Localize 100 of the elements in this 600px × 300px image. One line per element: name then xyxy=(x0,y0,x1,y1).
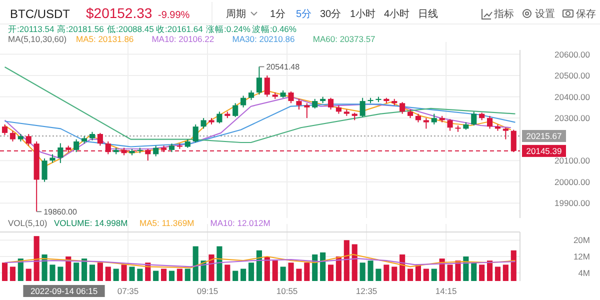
candlestick xyxy=(2,124,8,136)
bar xyxy=(240,268,246,281)
candlestick xyxy=(296,98,302,110)
text: 1小时 xyxy=(350,8,376,20)
text: MA10: 20106.22 xyxy=(152,34,214,44)
text: 低:20088.45 xyxy=(107,24,154,34)
bar xyxy=(129,266,135,281)
x-tick-label: 10:55 xyxy=(276,286,298,296)
text: 涨幅:0.24% xyxy=(206,24,251,34)
candlestick xyxy=(487,115,493,130)
x-tick-label: 12:35 xyxy=(356,286,378,296)
chart-title: BTC/USDT xyxy=(10,7,71,21)
bar xyxy=(447,264,453,281)
candlestick xyxy=(240,95,246,108)
ref-line-label: 20145.39 xyxy=(526,146,562,156)
bar xyxy=(376,268,382,281)
text: 4小时 xyxy=(384,8,410,20)
bar xyxy=(463,256,469,281)
text: 日线 xyxy=(418,8,438,20)
text: 30分 xyxy=(320,8,342,20)
text: $20152.33 xyxy=(86,5,152,21)
bar xyxy=(50,264,56,281)
bar xyxy=(280,266,286,281)
bar xyxy=(494,266,501,281)
bar xyxy=(320,252,326,281)
bar xyxy=(502,264,508,281)
candlestick xyxy=(288,90,294,104)
bar xyxy=(176,268,182,281)
bar xyxy=(415,264,422,281)
bar xyxy=(487,260,493,281)
bar xyxy=(184,268,190,281)
candlestick xyxy=(200,118,206,130)
text: 高:20181.56 xyxy=(57,24,104,34)
text: 指标 xyxy=(493,8,514,20)
candlestick xyxy=(26,134,32,146)
bar xyxy=(58,266,64,281)
y-tick-label: 4M xyxy=(578,268,590,278)
text: 周期 xyxy=(226,8,246,20)
bar xyxy=(232,270,238,281)
bar xyxy=(137,268,143,281)
candlestick xyxy=(502,127,508,140)
bar xyxy=(224,264,230,281)
candlestick xyxy=(264,75,270,98)
line-series xyxy=(4,258,516,268)
bar xyxy=(368,260,374,281)
bar xyxy=(74,262,80,281)
candlestick xyxy=(400,102,406,114)
bar xyxy=(392,266,398,281)
bar xyxy=(352,244,358,281)
bar xyxy=(208,254,214,281)
y-tick-label: 20000.00 xyxy=(554,176,590,187)
bar xyxy=(89,264,96,281)
text: MA30: 20210.86 xyxy=(232,34,295,44)
candlestick xyxy=(447,118,453,132)
bar xyxy=(272,260,278,281)
bar xyxy=(97,262,103,281)
candlestick xyxy=(328,97,334,110)
text: MA5: 11.369M xyxy=(140,218,194,228)
y-tick-label: 20400.00 xyxy=(554,92,590,102)
bar xyxy=(105,266,111,281)
y-tick-label: 20600.00 xyxy=(554,49,590,60)
bar xyxy=(256,250,262,281)
bar xyxy=(328,264,334,281)
candlestick xyxy=(232,102,238,118)
bar xyxy=(10,266,16,281)
bar xyxy=(471,262,477,281)
text: -9.99% xyxy=(158,10,190,21)
bar xyxy=(423,268,429,281)
bar xyxy=(384,264,390,281)
bar xyxy=(360,262,366,281)
y-tick-label: 20500.00 xyxy=(554,70,590,81)
bar xyxy=(2,262,8,281)
bar xyxy=(168,270,175,281)
x-tick-label: 14:15 xyxy=(435,286,457,296)
bar xyxy=(312,254,318,281)
text: 收:20161.64 xyxy=(156,24,204,34)
bar xyxy=(26,268,32,281)
bar xyxy=(296,268,302,281)
bar xyxy=(34,236,40,281)
candlestick xyxy=(153,145,159,157)
bar xyxy=(161,268,167,281)
text: 1分 xyxy=(270,8,286,20)
candlestick xyxy=(304,102,310,119)
bar xyxy=(288,262,294,281)
series-label: VOLUME: 14.998M xyxy=(54,218,128,228)
bar xyxy=(153,270,159,281)
bar xyxy=(407,268,414,281)
candlestick xyxy=(216,111,222,124)
bar xyxy=(66,256,72,281)
candlestick xyxy=(471,111,477,126)
bar xyxy=(248,262,254,281)
bar xyxy=(510,250,516,281)
text: MA10: 12.012M xyxy=(210,218,270,228)
y-tick-label: 12M xyxy=(573,252,590,262)
text: 开:20113.54 xyxy=(8,24,54,34)
bar xyxy=(216,246,222,281)
bar xyxy=(82,258,88,281)
text: 设置 xyxy=(535,8,555,20)
candlestick xyxy=(97,132,103,146)
x-tick-label: 09:15 xyxy=(196,286,218,296)
